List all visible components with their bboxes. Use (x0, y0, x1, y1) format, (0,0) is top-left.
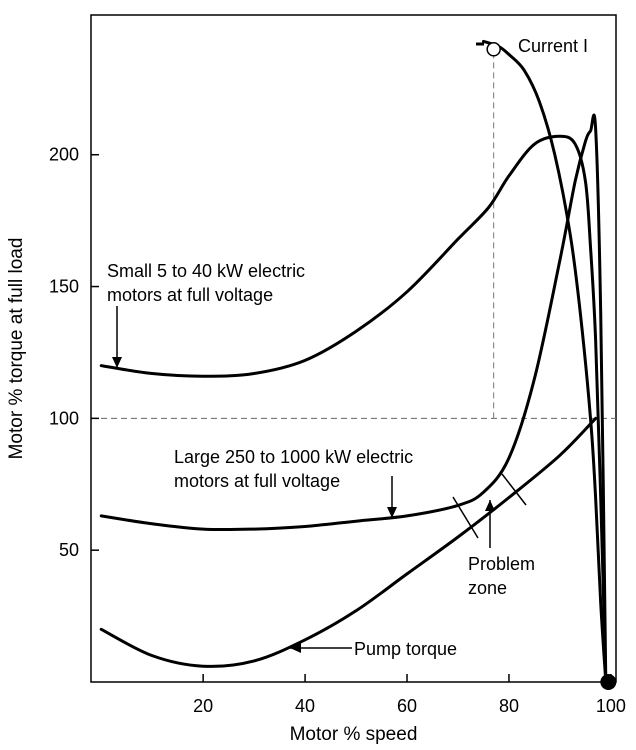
annotation-arrows (112, 42, 527, 653)
plot-frame-rect (90, 14, 617, 683)
y-axis-label: Motor % torque at full load (6, 238, 27, 460)
y-tick-label-200: 200 (49, 145, 79, 165)
annotation-problem-line-1: Problem (468, 554, 535, 574)
annotation-small-line-1: Small 5 to 40 kW electric (107, 261, 305, 281)
marker-current-start (486, 42, 501, 57)
x-tick-label-20: 20 (193, 696, 213, 716)
x-tick-label-100: 100 (596, 696, 626, 716)
x-ticks: 20 40 60 80 100 (193, 674, 626, 716)
annotation-small-line-2: motors at full voltage (107, 285, 273, 305)
x-tick-label-60: 60 (397, 696, 417, 716)
annotation-current-line-1: Current I (518, 36, 588, 56)
series-line-large (99, 113, 608, 684)
arrow-small-head (112, 357, 122, 368)
y-tick-label-150: 150 (49, 277, 79, 297)
x-tick-label-40: 40 (295, 696, 315, 716)
x-tick-label-80: 80 (499, 696, 519, 716)
series-group (99, 39, 608, 684)
annotations: Current I Small 5 to 40 kW electric motors… (107, 36, 588, 659)
annotation-pump-line-1: Pump torque (354, 639, 457, 659)
annotation-problem-line-2: zone (468, 578, 507, 598)
problem-zone-tick-left (452, 496, 479, 539)
problem-zone-tick-right (501, 473, 527, 506)
arrow-pump-head (290, 643, 301, 653)
x-axis-label: Motor % speed (290, 724, 418, 745)
arrow-problem-head (485, 500, 495, 511)
series-line-pump (99, 416, 598, 668)
plot-frame (90, 14, 617, 683)
y-tick-label-50: 50 (59, 540, 79, 560)
marker-endpoint (600, 674, 617, 690)
annotation-large-line-2: motors at full voltage (174, 471, 340, 491)
markers-group (486, 42, 617, 690)
series-line-current (482, 39, 608, 684)
y-tick-label-100: 100 (49, 408, 79, 428)
y-ticks: 50 100 150 200 (49, 145, 99, 560)
series-line-small (99, 134, 608, 684)
annotation-large-line-1: Large 250 to 1000 kW electric (174, 447, 413, 467)
arrow-large-head (387, 507, 397, 518)
